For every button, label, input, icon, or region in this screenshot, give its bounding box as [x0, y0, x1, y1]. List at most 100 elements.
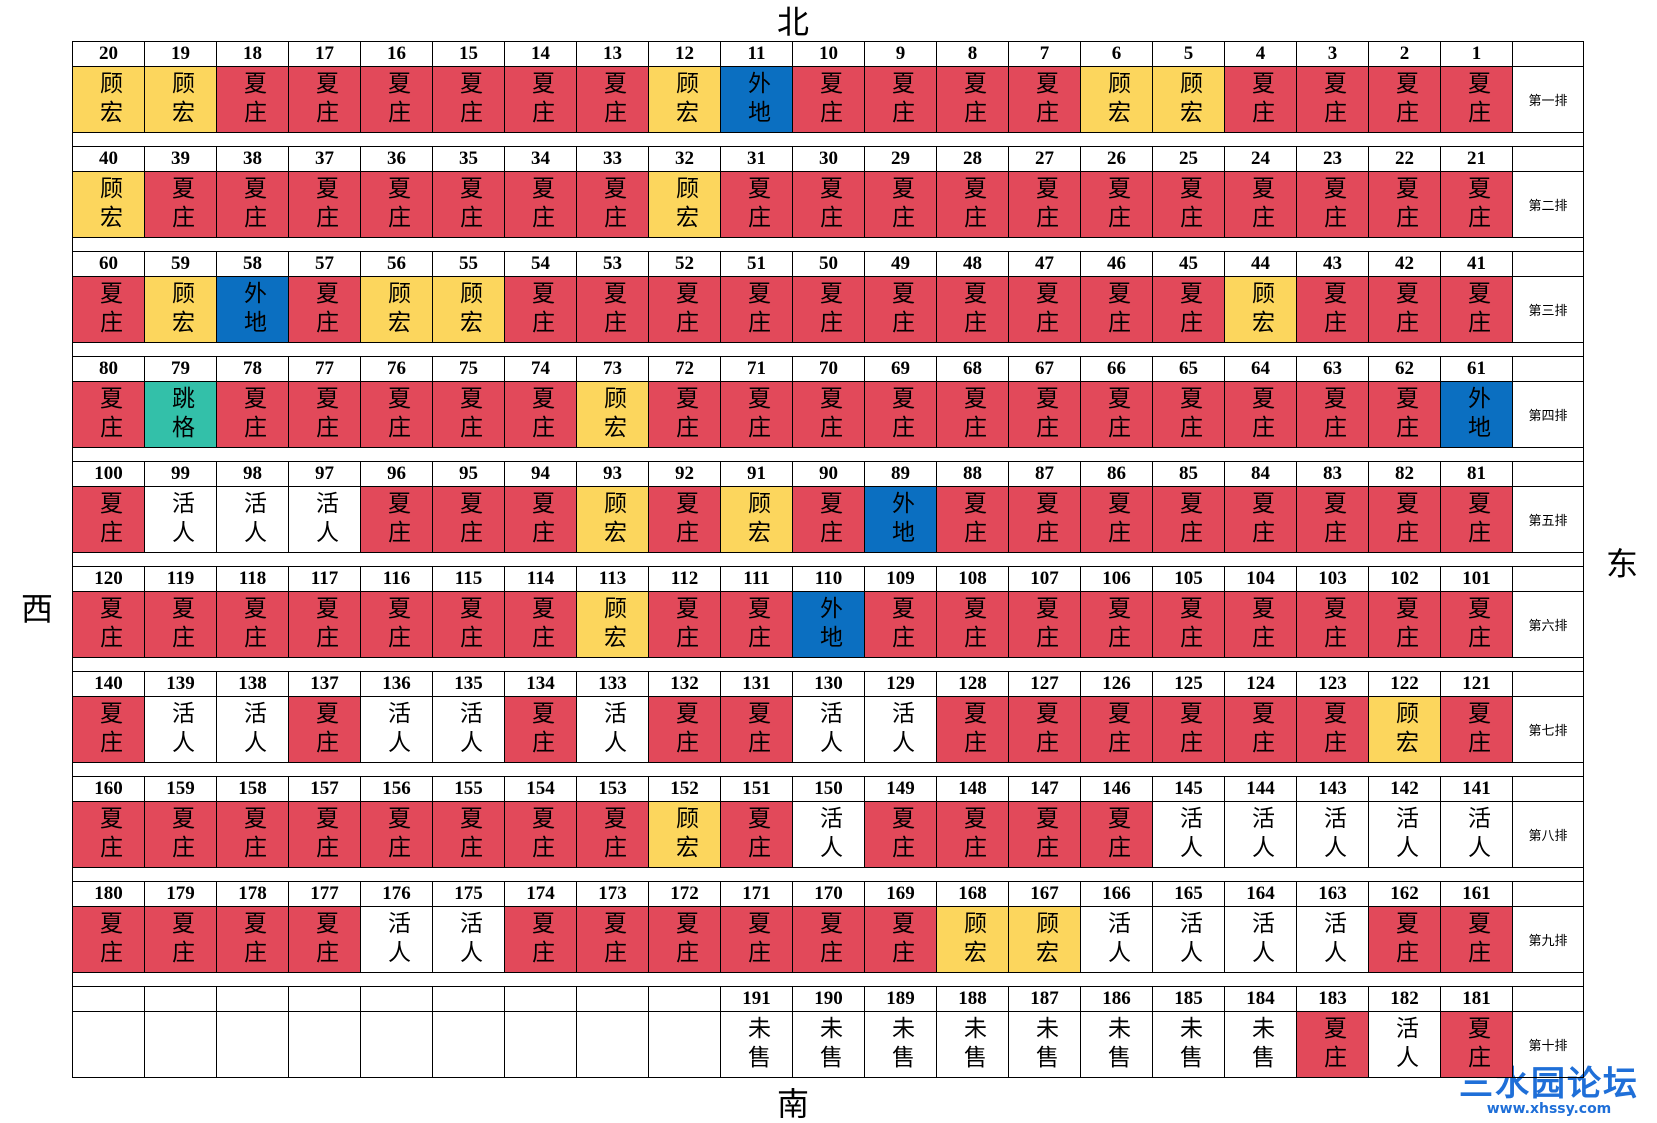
row-header-blank	[1512, 41, 1584, 67]
seat-number: 123	[1296, 671, 1369, 697]
row-label: 第四排	[1512, 381, 1584, 448]
seat-number: 63	[1296, 356, 1369, 382]
seat-cell: 夏庄	[720, 276, 793, 343]
seat-number: 137	[288, 671, 361, 697]
seat-number: 39	[144, 146, 217, 172]
seat-cell: 夏庄	[864, 591, 937, 658]
seat-cell	[504, 1011, 577, 1078]
seat-cell	[216, 1011, 289, 1078]
seat-number: 126	[1080, 671, 1153, 697]
seat-number: 61	[1440, 356, 1513, 382]
seat-number: 185	[1152, 986, 1225, 1012]
seat-number: 95	[432, 461, 505, 487]
seat-cell: 夏庄	[144, 171, 217, 238]
seat-cell: 夏庄	[1368, 66, 1441, 133]
seat-number: 15	[432, 41, 505, 67]
seat-cell: 活人	[1152, 801, 1225, 868]
seat-number: 168	[936, 881, 1009, 907]
seat-number: 10	[792, 41, 865, 67]
seat-number: 45	[1152, 251, 1225, 277]
seat-cell: 夏庄	[432, 591, 505, 658]
seat-number: 2	[1368, 41, 1441, 67]
seat-number: 40	[72, 146, 145, 172]
seat-number: 155	[432, 776, 505, 802]
seat-cell: 顾宏	[144, 276, 217, 343]
seat-number: 111	[720, 566, 793, 592]
seat-number: 112	[648, 566, 721, 592]
seat-cell: 夏庄	[72, 486, 145, 553]
seat-cell: 夏庄	[576, 171, 649, 238]
seat-number: 18	[216, 41, 289, 67]
seat-number: 12	[648, 41, 721, 67]
seat-cell: 夏庄	[288, 276, 361, 343]
seat-number: 186	[1080, 986, 1153, 1012]
seat-number: 153	[576, 776, 649, 802]
seat-cell: 未售	[1080, 1011, 1153, 1078]
seat-cell: 顾宏	[1008, 906, 1081, 973]
seat-number: 34	[504, 146, 577, 172]
seat-cell: 夏庄	[1080, 591, 1153, 658]
seat-cell: 未售	[720, 1011, 793, 1078]
seat-number: 180	[72, 881, 145, 907]
east-label: 东	[1606, 546, 1639, 582]
seat-number: 162	[1368, 881, 1441, 907]
seat-cell: 夏庄	[432, 171, 505, 238]
seat-number: 58	[216, 251, 289, 277]
seat-cell: 活人	[360, 696, 433, 763]
seat-number: 4	[1224, 41, 1297, 67]
seat-cell: 夏庄	[1224, 486, 1297, 553]
seat-cell: 夏庄	[1008, 276, 1081, 343]
seat-cell: 夏庄	[360, 171, 433, 238]
seat-number: 71	[720, 356, 793, 382]
seat-number: 103	[1296, 566, 1369, 592]
seat-number: 130	[792, 671, 865, 697]
seat-cell: 夏庄	[1152, 171, 1225, 238]
seat-number: 37	[288, 146, 361, 172]
seat-number: 182	[1368, 986, 1441, 1012]
seat-cell: 夏庄	[1296, 66, 1369, 133]
seat-number: 138	[216, 671, 289, 697]
seat-cell: 活人	[1224, 801, 1297, 868]
seat-number: 120	[72, 566, 145, 592]
seat-cell: 外地	[864, 486, 937, 553]
seat-cell: 外地	[216, 276, 289, 343]
seat-cell: 夏庄	[1296, 276, 1369, 343]
seat-number: 69	[864, 356, 937, 382]
seat-cell: 夏庄	[144, 906, 217, 973]
seat-cell: 夏庄	[1080, 381, 1153, 448]
seat-cell: 夏庄	[648, 696, 721, 763]
seat-number: 173	[576, 881, 649, 907]
seat-number: 132	[648, 671, 721, 697]
seat-cell: 夏庄	[936, 486, 1009, 553]
seat-cell: 夏庄	[576, 801, 649, 868]
seat-cell: 夏庄	[648, 381, 721, 448]
seat-cell: 夏庄	[504, 801, 577, 868]
seat-cell: 夏庄	[1224, 381, 1297, 448]
seat-cell: 夏庄	[216, 381, 289, 448]
seat-cell: 顾宏	[1080, 66, 1153, 133]
seat-number: 11	[720, 41, 793, 67]
seat-cell: 夏庄	[1224, 66, 1297, 133]
seat-number: 75	[432, 356, 505, 382]
seat-cell: 夏庄	[576, 66, 649, 133]
seat-cell: 夏庄	[1440, 696, 1513, 763]
seat-cell: 夏庄	[288, 171, 361, 238]
seat-cell: 夏庄	[792, 906, 865, 973]
seat-cell: 夏庄	[1368, 276, 1441, 343]
seat-number: 163	[1296, 881, 1369, 907]
row-gap	[72, 867, 1584, 882]
seat-cell: 顾宏	[1224, 276, 1297, 343]
seat-number: 108	[936, 566, 1009, 592]
seat-cell: 夏庄	[1080, 801, 1153, 868]
seat-cell: 夏庄	[792, 381, 865, 448]
seat-cell: 夏庄	[936, 801, 1009, 868]
seat-cell: 夏庄	[1008, 171, 1081, 238]
seat-number: 68	[936, 356, 1009, 382]
seat-cell: 夏庄	[720, 591, 793, 658]
row-label: 第十排	[1512, 1011, 1584, 1078]
seat-cell: 顾宏	[72, 171, 145, 238]
seat-number: 183	[1296, 986, 1369, 1012]
seat-cell: 夏庄	[1368, 381, 1441, 448]
seat-cell: 夏庄	[936, 381, 1009, 448]
seat-number: 165	[1152, 881, 1225, 907]
